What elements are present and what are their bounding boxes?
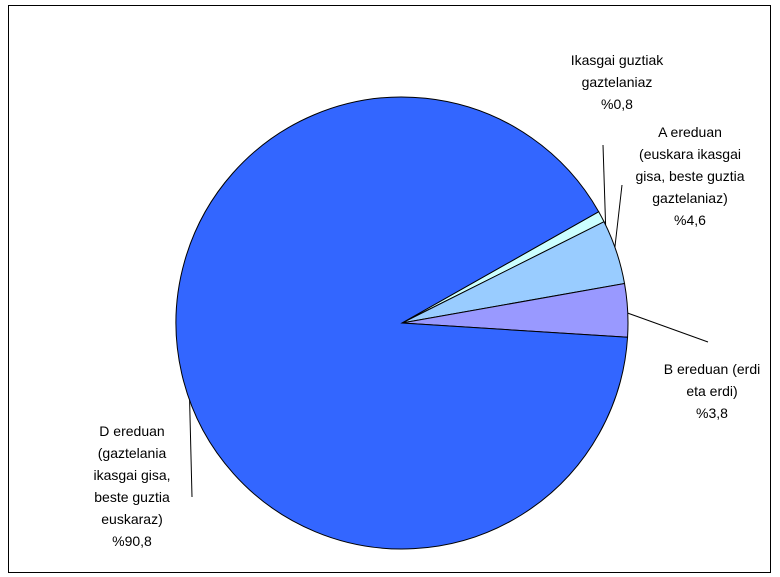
slice-label-3-line-4: euskaraz) — [101, 511, 162, 527]
slice-label-0: Ikasgai guztiak gaztelaniaz %0,8 — [571, 52, 665, 112]
slice-label-2-line-0: B ereduan (erdi — [664, 361, 761, 377]
pie-slice-3 — [175, 96, 629, 550]
slice-label-3-line-5: %90,8 — [112, 533, 152, 549]
leader-line-0 — [602, 144, 607, 226]
slice-label-3-line-1: (gaztelania — [98, 445, 167, 461]
slice-label-3-line-0: D ereduan — [99, 423, 164, 439]
slice-label-2-line-2: %3,8 — [696, 405, 728, 421]
slice-label-0-line-1: gaztelaniaz — [582, 74, 653, 90]
slice-label-0-line-2: %0,8 — [601, 96, 633, 112]
slice-label-1-line-3: gaztelaniaz) — [652, 190, 728, 206]
slice-label-1-line-2: gisa, beste guztia — [636, 168, 745, 184]
leader-line-3 — [189, 400, 193, 498]
slice-label-3-line-3: beste guztia — [94, 489, 170, 505]
slice-label-0-line-0: Ikasgai guztiak — [571, 52, 665, 68]
slice-label-2-line-1: eta erdi) — [686, 383, 737, 399]
slice-label-3-line-2: ikasgai gisa, — [93, 467, 170, 483]
leader-line-2 — [627, 312, 709, 343]
slice-label-1-line-1: (euskara ikasgai — [639, 146, 741, 162]
slice-label-1-line-4: %4,6 — [674, 212, 706, 228]
leader-line-1 — [614, 184, 623, 248]
slice-label-1: A ereduan (euskara ikasgai gisa, beste guz… — [636, 124, 745, 228]
slice-label-3: D ereduan (gaztelania ikasgai gisa, beste g… — [93, 423, 170, 549]
slice-label-1-line-0: A ereduan — [658, 124, 722, 140]
slice-label-2: B ereduan (erdi eta erdi) %3,8 — [664, 361, 761, 421]
